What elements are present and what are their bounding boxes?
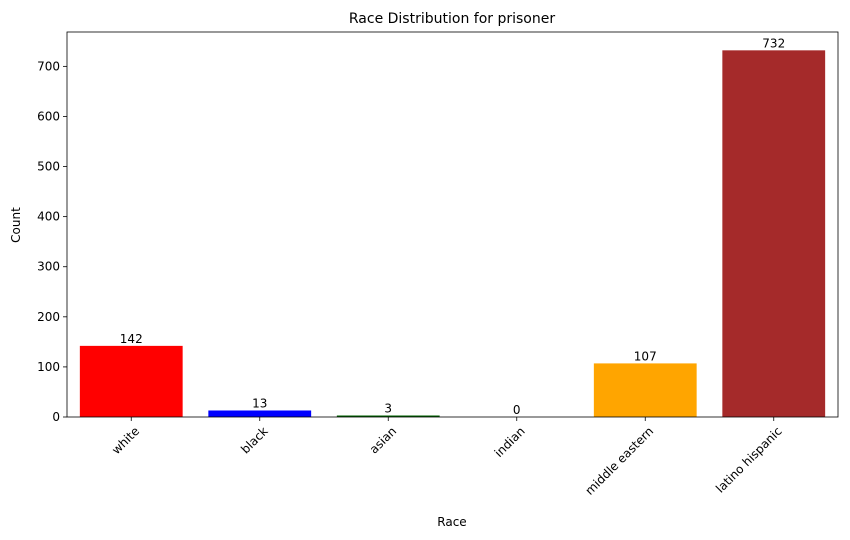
y-tick-label: 600 [37,109,60,123]
x-tick-label: asian [367,424,399,456]
bar-value-label: 732 [762,36,785,50]
y-tick-label: 700 [37,59,60,73]
x-tick-label: indian [492,424,528,460]
x-tick-label: middle eastern [583,424,657,498]
bar-latino-hispanic [722,50,826,417]
bar-white [79,345,183,417]
y-tick-label: 100 [37,360,60,374]
bar-value-label: 3 [384,401,392,415]
bar-black [208,410,312,417]
plot-area: 142 white 13 black 3 asian 0 indian 107 middle ea… [37,31,839,498]
plot-frame [66,31,839,418]
x-axis-label: Race [437,515,466,529]
bar-value-label: 0 [513,403,521,417]
bar-middle-eastern [593,363,697,417]
bar-asian [336,415,440,417]
x-tick-label: black [238,424,270,456]
y-tick-label: 0 [52,410,60,424]
y-tick-label: 400 [37,210,60,224]
y-tick-label: 300 [37,260,60,274]
chart-title: Race Distribution for prisoner [349,11,555,27]
x-tick-label: white [109,424,142,457]
y-tick-label: 200 [37,310,60,324]
y-axis-label: Count [9,207,23,243]
x-tick-label: latino hispanic [713,424,785,496]
bar-value-label: 107 [634,349,657,363]
y-tick-label: 500 [37,160,60,174]
bar-value-label: 13 [252,396,267,410]
bar-value-label: 142 [120,332,143,346]
